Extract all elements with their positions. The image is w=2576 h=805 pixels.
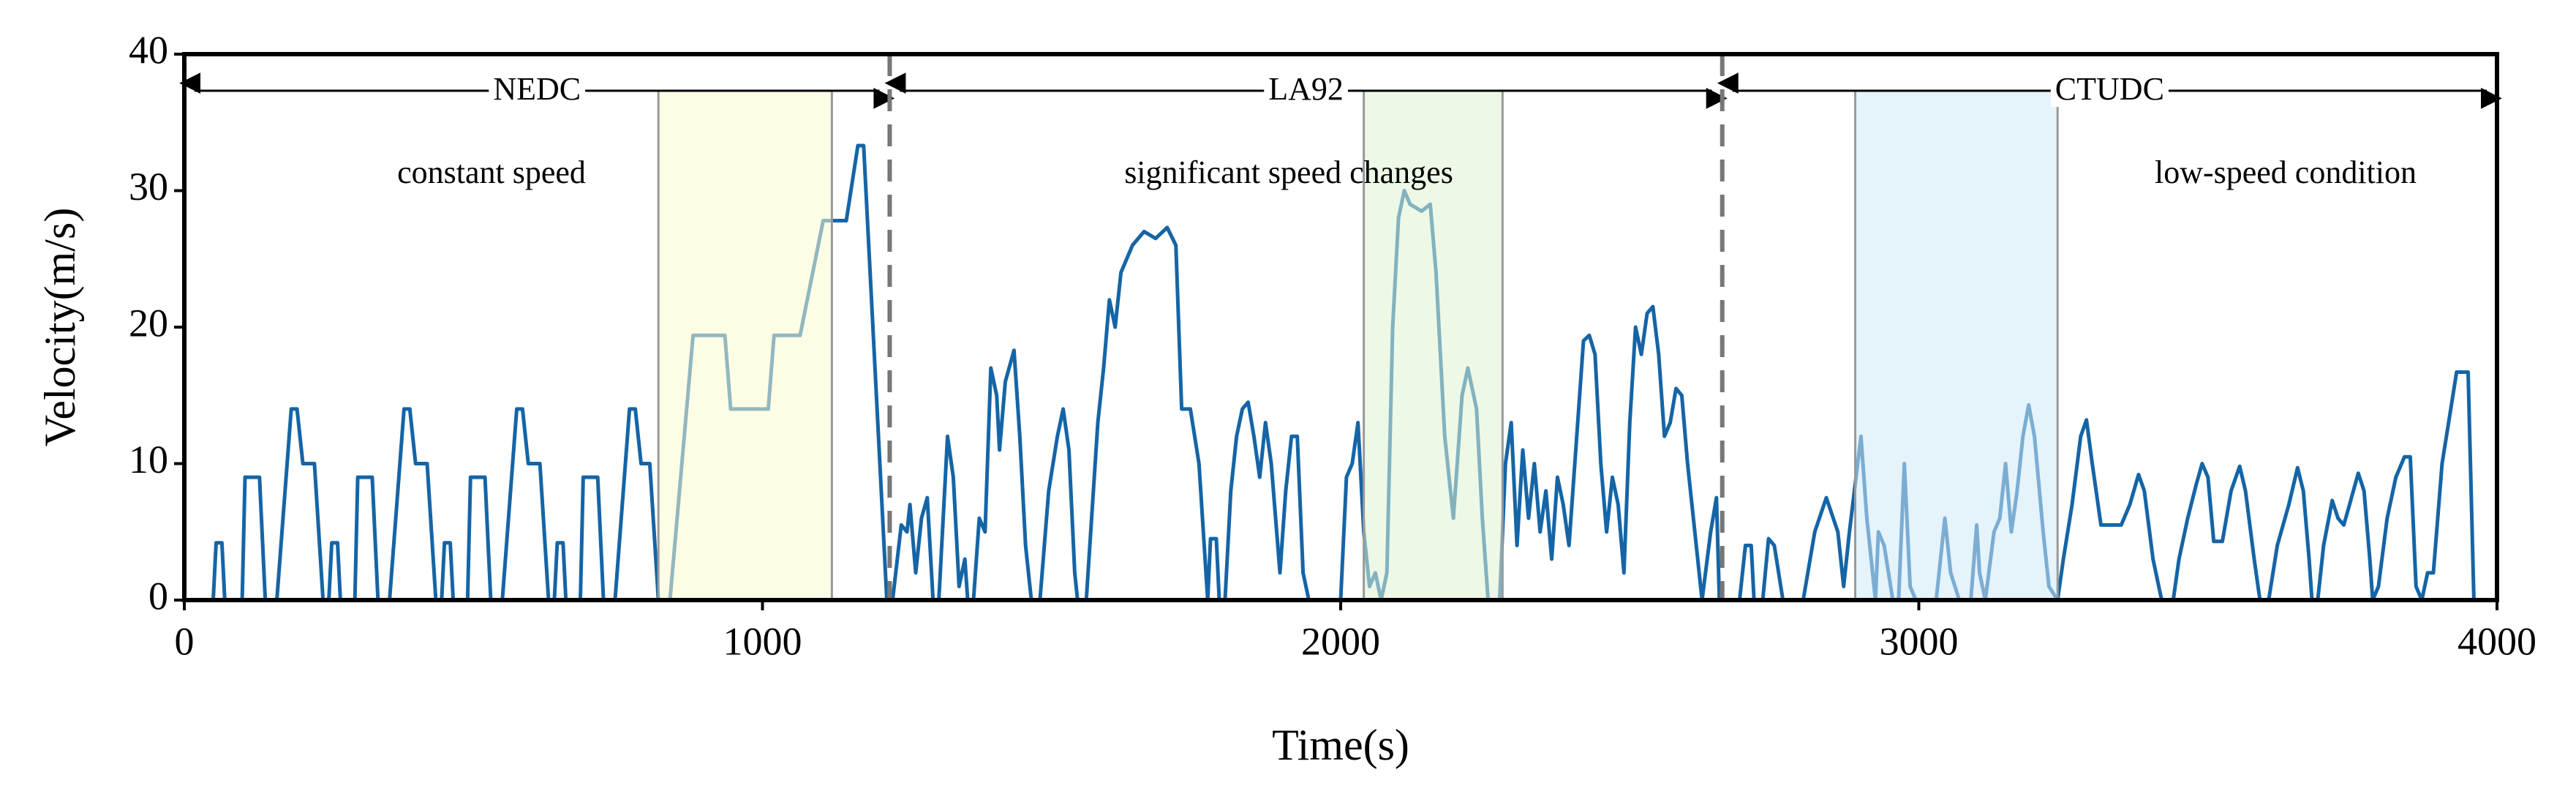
segment-label: CTUDC [2055,71,2164,107]
highlight-region [1854,89,2059,602]
segment-label-bg [2050,71,2169,108]
segment-description: low-speed condition [2155,154,2417,190]
highlight-region [657,89,833,602]
plot-frame [182,52,2499,602]
y-tick-label: 40 [129,28,168,72]
x-tick-label: 3000 [1880,619,1959,663]
segment-description: constant speed [397,154,586,190]
x-tick-label: 1000 [723,619,802,663]
x-tick-label: 4000 [2458,619,2537,663]
y-tick-label: 20 [129,301,168,345]
x-tick-label: 0 [175,619,195,663]
y-tick-label: 10 [129,438,168,482]
segment-label-bg [489,71,586,108]
segment-label: NEDC [493,71,581,107]
y-tick-label: 30 [129,165,168,209]
y-tick-label: 0 [148,574,168,618]
x-axis-label: Time(s) [1272,721,1409,769]
y-axis-label: Velocity(m/s) [36,208,84,447]
velocity-line [184,143,2497,602]
segment-label: LA92 [1268,71,1344,107]
segment-label-bg [1264,71,1348,108]
segment-description: significant speed changes [1124,154,1453,190]
x-tick-label: 2000 [1301,619,1380,663]
